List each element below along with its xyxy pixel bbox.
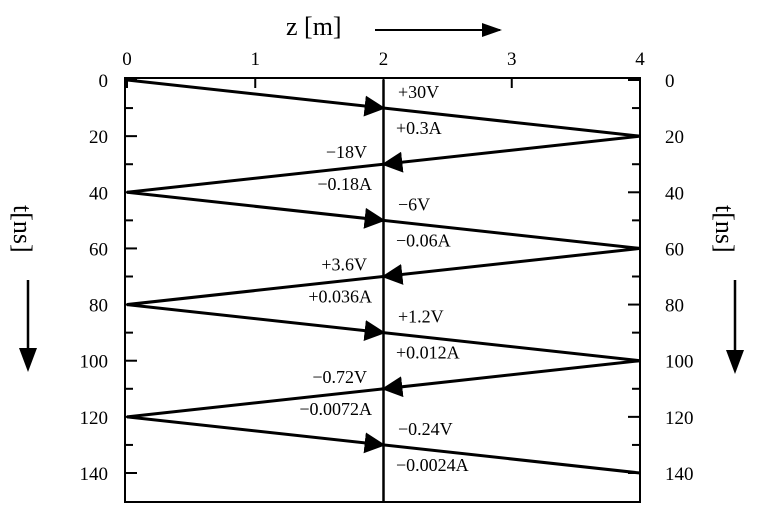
t-tick-label-left: 80 [89, 296, 108, 317]
t-tick-label-right: 0 [665, 71, 675, 92]
wave-arrow [381, 151, 404, 173]
z-tick-label: 4 [635, 49, 645, 70]
t-tick-label-right: 100 [665, 352, 694, 373]
t-tick-label-right: 40 [665, 183, 684, 204]
t-tick-label-right: 20 [665, 127, 684, 148]
current-label: −0.0072A [299, 399, 372, 419]
z-axis-title: z [m] [286, 12, 342, 41]
voltage-label: −18V [326, 142, 367, 162]
wave-arrow [363, 320, 386, 342]
bounce-path-layer [126, 78, 641, 475]
t-tick-label-left: 0 [99, 71, 109, 92]
wave-arrow [363, 207, 386, 229]
t-tick-label-left: 60 [89, 239, 108, 260]
t-tick-label-left: 140 [80, 464, 109, 485]
t-tick-label-left: 100 [80, 352, 109, 373]
t-tick-label-right: 120 [665, 408, 694, 429]
wave-arrow [381, 264, 404, 285]
t-tick-label-right: 140 [665, 464, 694, 485]
voltage-label: +30V [398, 82, 439, 102]
wave-labels-layer: +30V +0.3A −18V −0.18A −6V −0.06A +3.6V +0.036A… [299, 82, 468, 475]
voltage-label: +3.6V [321, 255, 367, 275]
t-axis-left-arrow-icon [19, 348, 37, 372]
z-axis-arrow-icon [482, 23, 502, 37]
t-axis-right-title: t[ns] [710, 205, 739, 253]
z-tick-label: 0 [122, 49, 132, 70]
voltage-label: −0.72V [312, 367, 367, 387]
voltage-label: +1.2V [398, 307, 444, 327]
ticks-layer: 0 1 2 3 402040608010012014002040608010012014… [80, 49, 694, 485]
current-label: +0.3A [396, 118, 442, 138]
z-tick-label: 1 [251, 49, 261, 70]
voltage-label: −6V [398, 194, 430, 214]
t-tick-label-left: 20 [89, 127, 108, 148]
wave-arrow [381, 376, 404, 398]
t-tick-label-left: 40 [89, 183, 108, 204]
z-tick-label: 2 [379, 49, 389, 70]
t-axis-left-title: t[ns] [8, 205, 37, 253]
wave-arrow [363, 432, 386, 454]
wave-arrow [363, 95, 386, 117]
voltage-label: −0.24V [398, 419, 453, 439]
current-label: +0.012A [396, 343, 460, 363]
t-tick-label-right: 60 [665, 239, 684, 260]
t-tick-label-left: 120 [80, 408, 109, 429]
z-tick-label: 3 [507, 49, 517, 70]
t-axis-right-arrow-icon [726, 350, 744, 374]
t-tick-label-right: 80 [665, 296, 684, 317]
current-label: +0.036A [308, 287, 372, 307]
current-label: −0.18A [317, 174, 372, 194]
current-label: −0.06A [396, 230, 451, 250]
current-label: −0.0024A [396, 455, 469, 475]
